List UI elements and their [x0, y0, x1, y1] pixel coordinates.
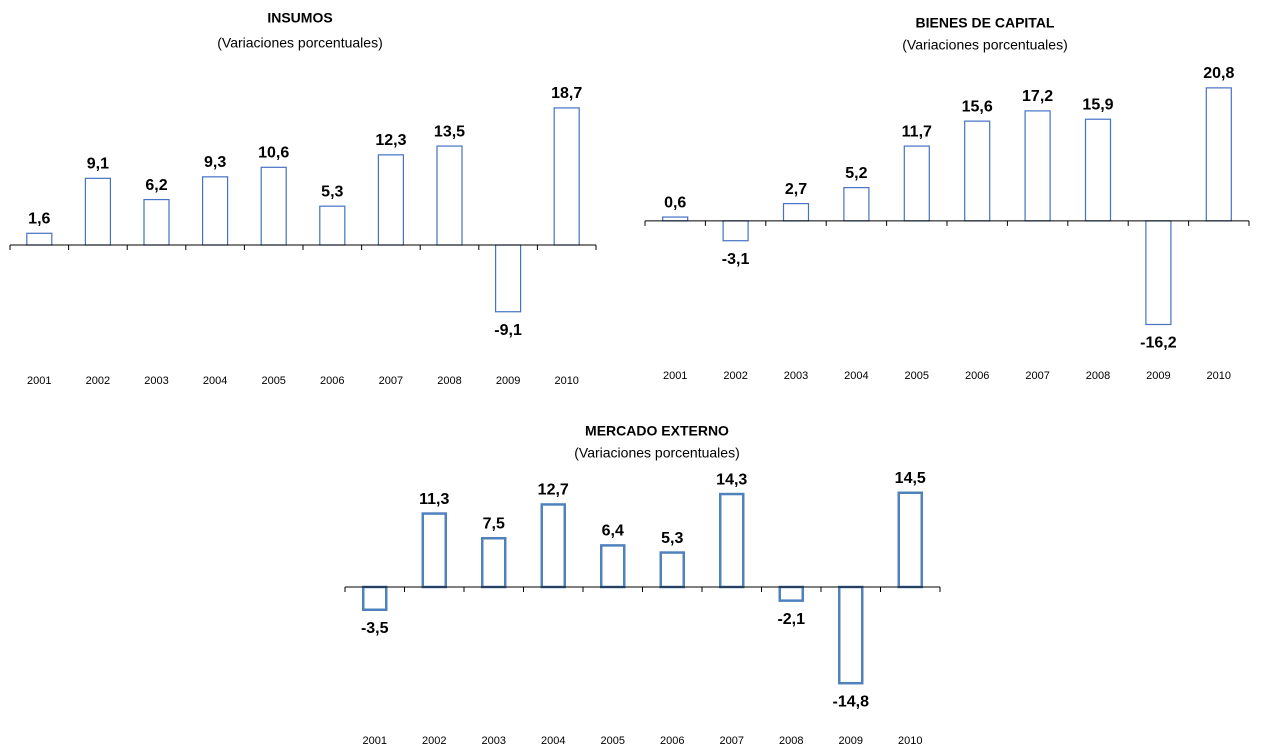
value-label: -2,1: [777, 611, 805, 628]
x-tick-label: 2010: [898, 735, 922, 747]
x-tick-label: 2002: [723, 370, 747, 382]
value-label: -9,1: [494, 322, 522, 339]
x-tick-label: 2004: [844, 370, 868, 382]
value-label: 14,3: [716, 471, 747, 488]
bar: [1024, 110, 1051, 222]
x-tick-label: 2009: [496, 375, 520, 387]
value-label: 15,9: [1082, 96, 1113, 113]
chart-title: BIENES DE CAPITAL: [916, 15, 1055, 31]
value-label: 5,2: [845, 165, 867, 182]
x-tick-label: 2008: [779, 735, 803, 747]
bar: [838, 585, 864, 685]
bar: [377, 154, 404, 246]
bar: [778, 585, 804, 602]
x-tick-label: 2001: [27, 375, 51, 387]
x-tick-label: 2007: [379, 375, 403, 387]
chart-subtitle: (Variaciones porcentuales): [217, 35, 383, 51]
chart-subtitle: (Variaciones porcentuales): [574, 445, 740, 461]
value-label: 6,2: [145, 177, 167, 194]
value-label: 12,7: [538, 482, 569, 499]
bar: [1145, 220, 1172, 326]
x-tick-label: 2003: [784, 370, 808, 382]
x-tick-label: 2002: [422, 735, 446, 747]
x-tick-label: 2004: [541, 735, 565, 747]
x-tick-label: 2003: [144, 375, 168, 387]
value-label: 0,6: [664, 194, 686, 211]
bar: [202, 176, 229, 246]
x-tick-label: 2001: [663, 370, 687, 382]
bar: [843, 187, 870, 222]
bar: [495, 244, 522, 313]
bar: [1084, 118, 1112, 222]
bar: [964, 120, 991, 222]
value-label: 15,6: [962, 98, 993, 115]
bar: [481, 537, 507, 589]
value-label: 7,5: [483, 515, 505, 532]
value-label: 14,5: [895, 470, 926, 487]
x-tick-label: 2010: [1207, 370, 1231, 382]
value-label: -3,5: [361, 620, 389, 637]
bar: [362, 585, 388, 611]
x-tick-label: 2003: [482, 735, 506, 747]
value-label: 5,3: [321, 183, 343, 200]
bar: [719, 492, 745, 589]
value-label: 12,3: [375, 132, 406, 149]
bar: [319, 205, 346, 246]
value-label: 11,3: [419, 491, 449, 508]
value-label: -14,8: [833, 693, 870, 710]
value-label: 11,7: [902, 123, 932, 140]
bar: [897, 491, 923, 589]
value-label: 13,5: [434, 123, 465, 140]
value-label: 6,4: [602, 523, 624, 540]
value-label: 2,7: [785, 181, 807, 198]
x-tick-label: 2009: [839, 735, 863, 747]
bar: [143, 198, 170, 246]
bar: [600, 544, 626, 589]
chart-subtitle: (Variaciones porcentuales): [902, 37, 1068, 53]
x-tick-label: 2008: [1086, 370, 1110, 382]
value-label: 5,3: [661, 530, 683, 547]
x-tick-label: 2002: [86, 375, 110, 387]
bar: [662, 216, 689, 222]
bar: [722, 220, 749, 242]
bar: [659, 551, 685, 589]
x-tick-label: 2010: [554, 375, 578, 387]
x-tick-label: 2006: [965, 370, 989, 382]
x-tick-label: 2007: [720, 735, 744, 747]
value-label: 1,6: [28, 211, 50, 228]
value-label: 10,6: [258, 145, 289, 162]
x-tick-label: 2005: [601, 735, 625, 747]
value-label: -3,1: [722, 251, 750, 268]
value-label: 20,8: [1203, 65, 1234, 82]
x-tick-label: 2008: [437, 375, 461, 387]
chart-title: INSUMOS: [267, 10, 332, 26]
bar: [260, 166, 287, 246]
x-tick-label: 2006: [660, 735, 684, 747]
x-tick-label: 2005: [261, 375, 285, 387]
value-label: 9,1: [87, 156, 109, 173]
bar: [540, 503, 566, 589]
x-tick-label: 2001: [363, 735, 387, 747]
value-label: -16,2: [1140, 335, 1177, 352]
value-label: 17,2: [1022, 88, 1053, 105]
value-label: 9,3: [204, 154, 226, 171]
x-tick-label: 2007: [1025, 370, 1049, 382]
value-label: 18,7: [551, 85, 582, 102]
bar: [26, 232, 53, 246]
x-tick-label: 2005: [905, 370, 929, 382]
bar: [84, 177, 112, 246]
x-tick-label: 2009: [1146, 370, 1170, 382]
bar: [782, 203, 810, 222]
bar: [1205, 87, 1232, 222]
x-tick-label: 2006: [320, 375, 344, 387]
chart-title: MERCADO EXTERNO: [585, 423, 729, 439]
bar: [553, 107, 580, 246]
bar: [421, 512, 447, 589]
x-tick-label: 2004: [203, 375, 227, 387]
bar: [436, 145, 463, 246]
bar: [903, 145, 930, 222]
